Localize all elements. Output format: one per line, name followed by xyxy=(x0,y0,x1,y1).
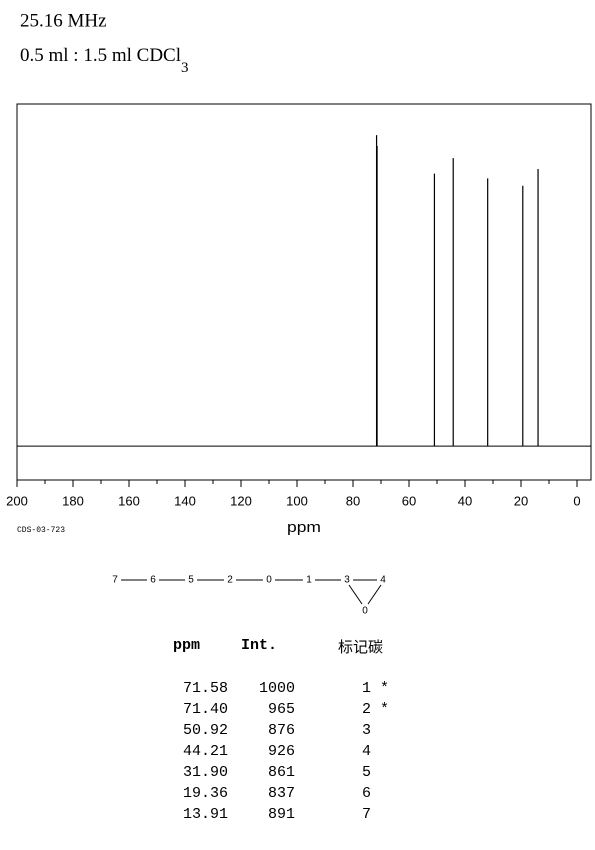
plot-frame xyxy=(16,103,592,481)
atom-label: 2 xyxy=(227,575,233,586)
ppm-cell: 71.40 xyxy=(183,701,228,718)
ppm-cell: 44.21 xyxy=(183,743,228,760)
intensity-cell: 861 xyxy=(268,764,295,781)
x-tick-label: 180 xyxy=(62,493,84,508)
x-tick-label: 0 xyxy=(573,493,580,508)
atom-label: 0 xyxy=(362,606,368,617)
assignment-cell: 7 xyxy=(362,806,371,823)
assignment-cell: 6 xyxy=(362,785,371,802)
bond xyxy=(348,584,363,605)
assignment-cell: 1 * xyxy=(362,680,389,697)
x-tick-label: 60 xyxy=(402,493,416,508)
assignment-cell: 2 * xyxy=(362,701,389,718)
atom-label: 6 xyxy=(150,575,156,586)
solvent-subscript: 3 xyxy=(181,60,189,76)
ppm-cell: 19.36 xyxy=(183,785,228,802)
solvent-text: 0.5 ml : 1.5 ml CDCl xyxy=(20,45,181,66)
assignment-cell: 5 xyxy=(362,764,371,781)
ppm-cell: 13.91 xyxy=(183,806,228,823)
ppm-cell: 50.92 xyxy=(183,722,228,739)
column-header: Int. xyxy=(241,637,277,654)
atom-label: 0 xyxy=(266,575,272,586)
ppm-cell: 31.90 xyxy=(183,764,228,781)
assignment-cell: 3 xyxy=(362,722,371,739)
code: CDS-03-723 xyxy=(17,526,65,535)
atom-label: 7 xyxy=(112,575,118,586)
x-tick-label: 20 xyxy=(514,493,528,508)
x-tick-label: 120 xyxy=(230,493,252,508)
x-tick-label: 140 xyxy=(174,493,196,508)
atom-label: 5 xyxy=(188,575,194,586)
x-tick-label: 40 xyxy=(458,493,472,508)
x-tick-label: 160 xyxy=(118,493,140,508)
atom-label: 1 xyxy=(306,575,312,586)
bond xyxy=(367,584,382,605)
intensity-cell: 926 xyxy=(268,743,295,760)
x-tick-label: 100 xyxy=(286,493,308,508)
frequency: 25.16 MHz xyxy=(20,10,107,31)
atom-label: 4 xyxy=(380,575,386,586)
intensity-cell: 876 xyxy=(268,722,295,739)
intensity-cell: 837 xyxy=(268,785,295,802)
ppm-cell: 71.58 xyxy=(183,680,228,697)
column-header: 标记碳 xyxy=(338,639,383,656)
column-header: ppm xyxy=(173,637,200,654)
solvent: 0.5 ml : 1.5 ml CDCl3 xyxy=(20,45,189,76)
intensity-cell: 965 xyxy=(268,701,295,718)
assignment-cell: 4 xyxy=(362,743,371,760)
intensity-cell: 1000 xyxy=(259,680,295,697)
x-tick-label: 80 xyxy=(346,493,360,508)
x-tick-label: 200 xyxy=(6,493,28,508)
intensity-cell: 891 xyxy=(268,806,295,823)
atom-label: 3 xyxy=(344,575,350,586)
x-axis-label: ppm xyxy=(287,519,321,536)
